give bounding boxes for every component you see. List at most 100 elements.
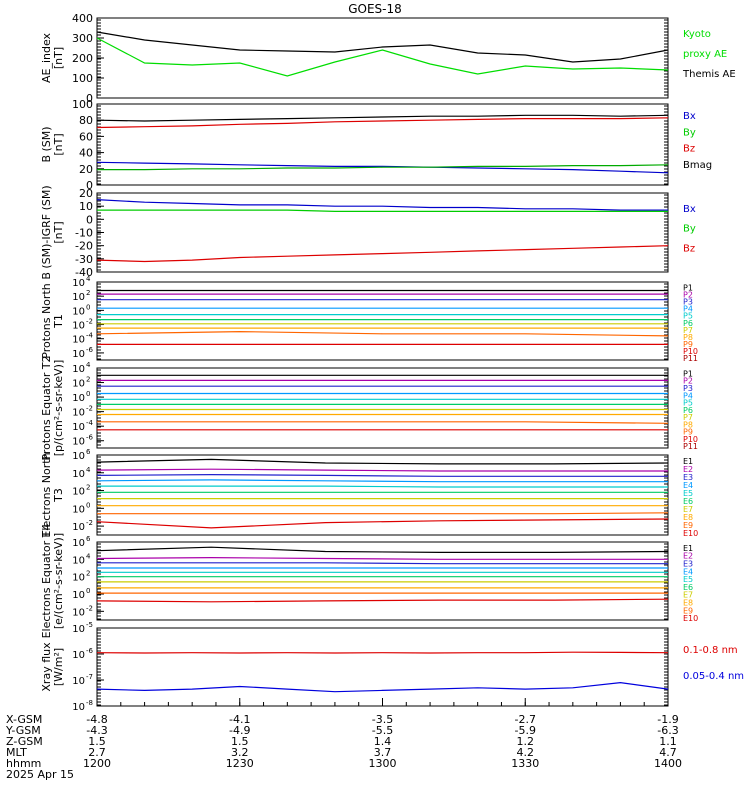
y-tick-label: 0: [86, 179, 93, 192]
y-tick-label: 10: [72, 522, 85, 533]
y-tick-label: 10: [72, 555, 85, 566]
y-tick-label: 0: [86, 213, 93, 226]
footer-value: 1.2: [517, 735, 535, 748]
minor-ticks: [97, 456, 668, 533]
legend-entry: E6: [683, 497, 693, 506]
footer-value: 1200: [83, 757, 111, 770]
legend-entry: E8: [683, 513, 693, 522]
y-tick-exponent: 0: [86, 303, 90, 311]
legend-entry: By: [683, 224, 696, 235]
y-tick-label: 200: [72, 52, 93, 65]
legend-entry: E3: [683, 473, 693, 482]
footer-value: 1.4: [374, 735, 392, 748]
minor-ticks: [97, 283, 668, 360]
y-tick-label: 100: [72, 98, 93, 111]
footer-value: 1230: [226, 757, 254, 770]
y-tick-exponent: 0: [86, 390, 90, 398]
panel-frame: [96, 367, 669, 449]
series-line-e5: [97, 485, 668, 488]
footer-value: -5.9: [515, 724, 536, 737]
series-line-e2: [96, 556, 668, 560]
y-tick-label: 10: [72, 504, 85, 515]
y-tick-label: 10: [72, 437, 85, 448]
y-tick-label: 10: [72, 573, 85, 584]
series-line-themis-ae: [96, 31, 669, 63]
y-tick-exponent: 4: [86, 361, 91, 369]
y-tick-exponent: 2: [86, 289, 90, 297]
panel-frame: [96, 281, 669, 361]
footer-row-label: Z-GSM: [6, 735, 43, 748]
y-tick-exponent: -2: [86, 318, 93, 326]
panel-2: 0 20 40 60 80 100 B (SM) [nT] Bx By Bz Bmag: [40, 98, 712, 192]
legend-entry: P1: [683, 369, 693, 378]
legend-entry: Bmag: [683, 160, 712, 171]
y-tick-exponent: 2: [86, 570, 90, 578]
legend-entry: E10: [683, 529, 698, 538]
series-line-e1: [96, 458, 669, 465]
y-tick-exponent: 2: [86, 376, 90, 384]
y-tick-exponent: -8: [86, 699, 93, 707]
y-tick-label: 40: [79, 147, 93, 160]
series-line-by: [97, 209, 668, 212]
y-tick-label: 10: [72, 349, 85, 360]
legend-entry: Bz: [683, 144, 695, 155]
series-line-e3: [97, 562, 668, 565]
minor-ticks: [97, 629, 668, 706]
y-tick-exponent: -7: [86, 673, 93, 681]
legend-entry: E4: [683, 567, 693, 576]
y-tick-label: 10: [72, 379, 85, 390]
legend-entry: P6: [683, 406, 693, 415]
y-tick-label: 10: [72, 321, 85, 332]
y-axis-label-line2: T3: [52, 488, 65, 503]
footer-date: 2025 Apr 15: [6, 768, 74, 781]
minor-ticks: [97, 369, 668, 446]
legend-entry: P5: [683, 399, 693, 408]
footer-value: 1300: [369, 757, 397, 770]
series-line-e3: [96, 473, 668, 477]
legend-entry: By: [683, 127, 696, 138]
footer-row-label: MLT: [6, 746, 27, 759]
y-tick-label: -40: [75, 266, 93, 279]
footer-value: 1.1: [659, 735, 677, 748]
y-axis-label-line2: [nT]: [52, 47, 65, 69]
y-axis-label-line2: [e/(cm²-s-sr-keV)]: [52, 533, 65, 629]
footer-value: -4.3: [86, 724, 107, 737]
y-tick-exponent: 6: [86, 535, 91, 543]
y-tick-exponent: 6: [86, 448, 91, 456]
footer-value: -6.3: [657, 724, 678, 737]
footer-value: 1400: [654, 757, 682, 770]
footer-value: 4.2: [517, 746, 535, 759]
y-tick-label: -20: [75, 240, 93, 253]
legend-entry: P11: [683, 442, 698, 451]
y-axis-label: Protons North: [40, 283, 53, 358]
y-axis-label: Xray flux: [40, 642, 53, 692]
y-tick-exponent: 0: [86, 587, 90, 595]
legend-entry: P4: [683, 305, 693, 314]
footer-value: 4.7: [659, 746, 677, 759]
series-line-bmag: [96, 114, 669, 122]
footer-value: 1.5: [231, 735, 249, 748]
x-ticks: [96, 698, 669, 706]
legend-entry: P3: [683, 298, 693, 307]
series-line-0-05-0-4-nm: [96, 681, 669, 693]
legend-entry: E5: [683, 489, 693, 498]
panel-frame: [96, 17, 669, 99]
y-tick-label: 10: [72, 487, 85, 498]
series-line-p9: [97, 421, 669, 424]
y-tick-label: 10: [72, 278, 85, 289]
footer-row-label: X-GSM: [6, 713, 42, 726]
legend-entry: P1: [683, 283, 693, 292]
y-tick-label: 10: [72, 292, 85, 303]
legend-entry: Bz: [683, 243, 695, 254]
y-tick-exponent: 2: [86, 484, 90, 492]
series-line-0-1-0-8-nm: [96, 651, 669, 654]
y-tick-exponent: -2: [86, 405, 93, 413]
y-tick-label: 10: [72, 676, 85, 687]
y-tick-exponent: -4: [86, 419, 94, 427]
footer-value: 1.5: [88, 735, 106, 748]
panel-frame: [96, 454, 669, 536]
